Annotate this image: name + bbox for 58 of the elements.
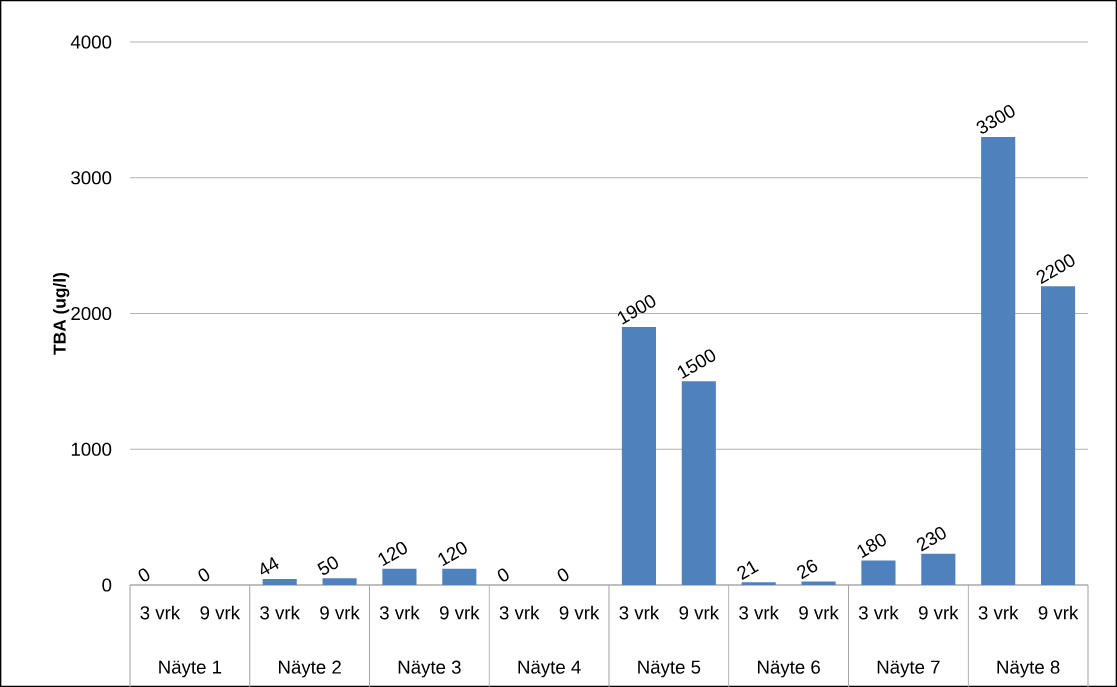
x-tick-label: 3 vrk bbox=[260, 605, 300, 620]
data-label: 50 bbox=[317, 556, 338, 575]
data-label: 0 bbox=[138, 568, 150, 582]
data-label: 0 bbox=[557, 568, 569, 582]
bar bbox=[681, 381, 716, 585]
data-label: 21 bbox=[737, 560, 759, 580]
y-tick-label: 1000 bbox=[71, 442, 112, 456]
x-tick-label: 3 vrk bbox=[978, 605, 1019, 620]
y-tick-label: 4000 bbox=[70, 35, 112, 49]
data-label: 44 bbox=[260, 556, 279, 575]
data-label: 1500 bbox=[677, 349, 716, 379]
x-tick-label: 9 vrk bbox=[799, 605, 839, 620]
x-tick-label: 9 vrk bbox=[200, 605, 241, 620]
data-label: 3300 bbox=[976, 105, 1015, 134]
text: Näyte 7 bbox=[877, 660, 940, 678]
data-label: 120 bbox=[378, 541, 407, 567]
y-tick-label: 3000 bbox=[71, 171, 112, 185]
data-label: 0 bbox=[198, 568, 210, 582]
x-tick-label: 9 vrk bbox=[320, 605, 360, 620]
y-tick-label: 0 bbox=[102, 578, 112, 592]
bar bbox=[861, 560, 896, 585]
bar bbox=[262, 579, 297, 585]
y-tick-label: 2000 bbox=[71, 306, 112, 321]
x-tick-label: 3 vrk bbox=[140, 605, 181, 620]
x-tick-label: 9 vrk bbox=[918, 605, 959, 620]
bar bbox=[801, 581, 836, 585]
bar bbox=[921, 553, 956, 585]
x-tick-label: 9 vrk bbox=[439, 605, 480, 620]
bar bbox=[322, 578, 357, 585]
x-tick-label: 3 vrk bbox=[499, 605, 540, 620]
x-tick-label: 3 vrk bbox=[379, 605, 420, 620]
bar bbox=[981, 137, 1016, 585]
x-tick-label: 9 vrk bbox=[559, 605, 600, 620]
data-label: 26 bbox=[797, 559, 818, 580]
text: Näyte 1 bbox=[159, 660, 222, 678]
data-label: 230 bbox=[916, 526, 946, 552]
x-tick-label: 9 vrk bbox=[1038, 605, 1079, 620]
x-tick-label: 3 vrk bbox=[619, 605, 660, 620]
text: Näyte 4 bbox=[518, 660, 581, 678]
x-tick-label: 9 vrk bbox=[679, 605, 720, 620]
text: Näyte 8 bbox=[997, 660, 1060, 678]
bar bbox=[1041, 286, 1076, 585]
data-label: 2200 bbox=[1036, 254, 1075, 285]
data-label: 180 bbox=[857, 533, 886, 558]
text: Näyte 5 bbox=[638, 660, 701, 678]
bar bbox=[621, 327, 657, 585]
x-tick-label: 3 vrk bbox=[858, 605, 899, 620]
data-label: 0 bbox=[497, 568, 509, 582]
text: Näyte 2 bbox=[278, 660, 341, 678]
y-axis-title: TBA (ug/l) bbox=[53, 272, 70, 355]
data-label: 1900 bbox=[617, 295, 656, 325]
text: Näyte 6 bbox=[757, 660, 820, 678]
bar bbox=[741, 582, 776, 585]
text: Näyte 3 bbox=[398, 660, 461, 678]
data-label: 120 bbox=[438, 541, 467, 567]
x-tick-label: 3 vrk bbox=[739, 605, 779, 620]
bar bbox=[382, 568, 417, 585]
bar bbox=[442, 568, 477, 585]
